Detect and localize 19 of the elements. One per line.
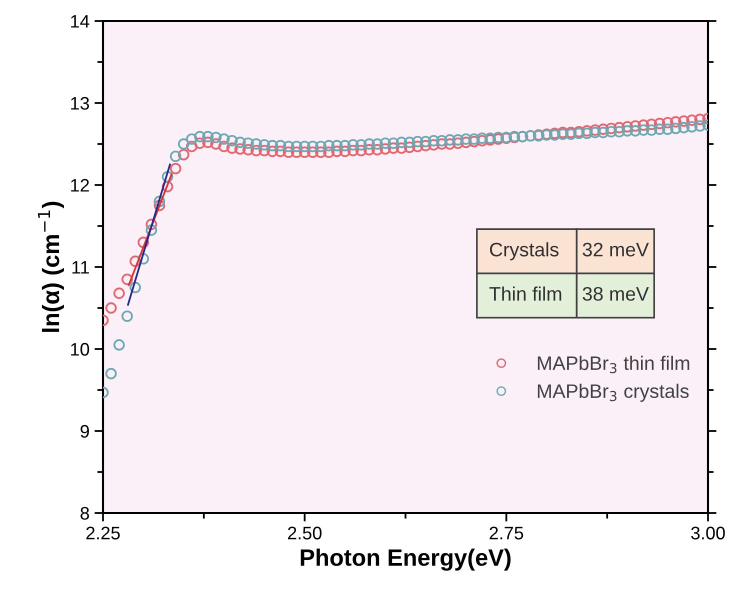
annotation: 38 meV <box>582 286 649 301</box>
y-tick-label: 13 <box>71 96 90 110</box>
y-tick-label: 10 <box>71 342 90 356</box>
x-tick-label: 2.50 <box>288 526 322 540</box>
legend-label: MAPbBr$_{3}$ thin film <box>538 356 690 374</box>
y-tick-label: 12 <box>71 178 89 192</box>
annotation: 32 meV <box>582 242 649 256</box>
y-tick-label: 14 <box>71 15 90 28</box>
x-tick-label: 3.00 <box>691 526 725 540</box>
legend-label: MAPbBr$_{3}$ crystals <box>538 384 689 402</box>
x-tick-label: 2.25 <box>86 526 120 540</box>
annotation: Thin film <box>489 286 562 301</box>
x-axis-title: Photon Energy(eV) <box>300 548 511 571</box>
y-tick-label: 11 <box>72 261 89 274</box>
y-axis-title: ln(α) (cm$^{−1}$) <box>38 202 64 332</box>
annotation: Crystals <box>490 242 559 260</box>
y-tick-label: 8 <box>80 506 90 520</box>
y-tick-label: 9 <box>80 424 89 438</box>
x-tick-label: 2.75 <box>490 526 524 540</box>
